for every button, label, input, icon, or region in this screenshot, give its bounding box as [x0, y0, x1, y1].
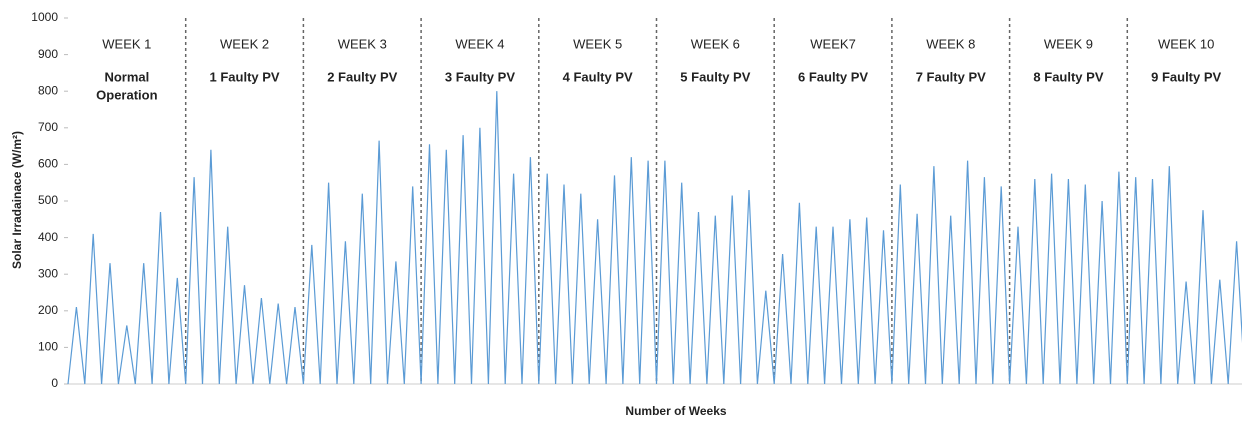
status-label: 9 Faulty PV — [1151, 69, 1221, 84]
week-label: WEEK7 — [810, 36, 856, 51]
y-tick-label: 900 — [38, 47, 58, 61]
y-tick-label: 100 — [38, 340, 58, 354]
week-label: WEEK 9 — [1044, 36, 1093, 51]
status-label: 8 Faulty PV — [1033, 69, 1103, 84]
status-label: 1 Faulty PV — [210, 69, 280, 84]
week-label: WEEK 3 — [338, 36, 387, 51]
status-label: Normal — [104, 69, 149, 84]
y-axis-label: Solar Irradainace (W/m²) — [10, 131, 24, 269]
y-tick-label: 600 — [38, 157, 58, 171]
week-label: WEEK 1 — [102, 36, 151, 51]
y-tick-label: 1000 — [31, 10, 58, 24]
y-tick-label: 0 — [51, 376, 58, 390]
y-tick-label: 200 — [38, 303, 58, 317]
status-label: 3 Faulty PV — [445, 69, 515, 84]
x-axis-label: Number of Weeks — [625, 404, 726, 418]
status-label: 5 Faulty PV — [680, 69, 750, 84]
status-label: 7 Faulty PV — [916, 69, 986, 84]
status-label: 6 Faulty PV — [798, 69, 868, 84]
week-label: WEEK 5 — [573, 36, 622, 51]
y-tick-label: 300 — [38, 266, 58, 280]
y-tick-label: 400 — [38, 230, 58, 244]
y-tick-label: 800 — [38, 83, 58, 97]
week-label: WEEK 10 — [1158, 36, 1214, 51]
status-label: Operation — [96, 87, 157, 102]
status-label: 4 Faulty PV — [563, 69, 633, 84]
week-label: WEEK 6 — [691, 36, 740, 51]
y-tick-label: 700 — [38, 120, 58, 134]
week-label: WEEK 8 — [926, 36, 975, 51]
status-label: 2 Faulty PV — [327, 69, 397, 84]
y-tick-label: 500 — [38, 193, 58, 207]
week-label: WEEK 4 — [455, 36, 504, 51]
irradiance-line — [67, 91, 1242, 385]
week-label: WEEK 2 — [220, 36, 269, 51]
